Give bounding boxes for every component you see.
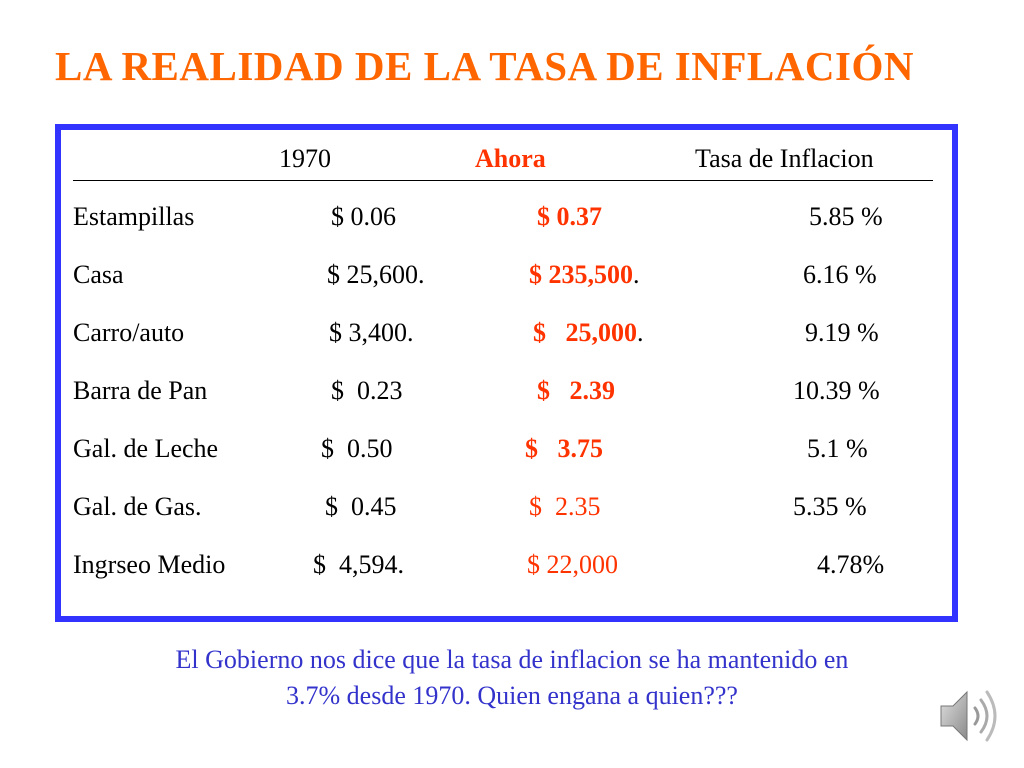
row-1970: $ 0.23 — [331, 376, 403, 405]
row-1970: $ 0.06 — [331, 202, 396, 231]
row-item: Ingrseo Medio — [73, 550, 226, 579]
table-row: Ingrseo Medio $ 4,594. $ 22,000 4.78% — [73, 550, 933, 586]
header-ahora: Ahora — [475, 144, 546, 173]
table-row: Barra de Pan $ 0.23 $ 2.39 10.39 % — [73, 376, 933, 412]
row-item: Estampillas — [73, 202, 195, 231]
footer-line-2: 3.7% desde 1970. Quien engana a quien??? — [286, 681, 738, 710]
row-1970: $ 0.50 — [321, 434, 393, 463]
row-item: Barra de Pan — [73, 376, 208, 405]
row-now: $ 2.39 — [537, 376, 615, 405]
row-rate: 9.19 % — [805, 318, 879, 347]
row-rate: 5.35 % — [793, 492, 867, 521]
footer-line-1: El Gobierno nos dice que la tasa de infl… — [175, 645, 849, 674]
table-row: Gal. de Gas. $ 0.45 $ 2.35 5.35 % — [73, 492, 933, 528]
row-now: $ 2.35 — [529, 492, 601, 521]
row-rate: 5.85 % — [809, 202, 883, 231]
row-now: $ 3.75 — [525, 434, 603, 463]
table-row: Gal. de Leche $ 0.50 $ 3.75 5.1 % — [73, 434, 933, 470]
row-now: $ 25,000 — [533, 318, 637, 347]
row-item: Casa — [73, 260, 124, 289]
row-1970: $ 3,400. — [329, 318, 414, 347]
row-now: $ 0.37 — [537, 202, 602, 231]
row-now: $ 235,500 — [529, 260, 633, 289]
table-header: 1970 Ahora Tasa de Inflacion — [73, 144, 933, 180]
header-1970: 1970 — [279, 144, 331, 173]
row-item: Gal. de Gas. — [73, 492, 202, 521]
header-tasa: Tasa de Inflacion — [695, 144, 874, 173]
footer-note: El Gobierno nos dice que la tasa de infl… — [40, 642, 984, 714]
row-rate: 5.1 % — [807, 434, 868, 463]
row-now-suffix: . — [637, 318, 644, 347]
row-1970: $ 0.45 — [325, 492, 397, 521]
speaker-icon[interactable] — [937, 684, 1007, 748]
row-rate: 10.39 % — [793, 376, 880, 405]
row-now: $ 22,000 — [527, 550, 618, 579]
row-item: Carro/auto — [73, 318, 185, 347]
row-1970: $ 4,594. — [313, 550, 404, 579]
row-item: Gal. de Leche — [73, 434, 219, 463]
table-row: Casa $ 25,600. $ 235,500. 6.16 % — [73, 260, 933, 296]
page-title: LA REALIDAD DE LA TASA DE INFLACIÓN — [55, 43, 914, 89]
table-row: Carro/auto $ 3,400. $ 25,000. 9.19 % — [73, 318, 933, 354]
row-1970: $ 25,600. — [327, 260, 425, 289]
row-rate: 4.78% — [817, 550, 885, 579]
inflation-table: 1970 Ahora Tasa de Inflacion Estampillas… — [55, 124, 958, 622]
header-underline — [73, 180, 933, 181]
table-row: Estampillas $ 0.06 $ 0.37 5.85 % — [73, 202, 933, 238]
row-rate: 6.16 % — [803, 260, 877, 289]
row-now-suffix: . — [633, 260, 640, 289]
